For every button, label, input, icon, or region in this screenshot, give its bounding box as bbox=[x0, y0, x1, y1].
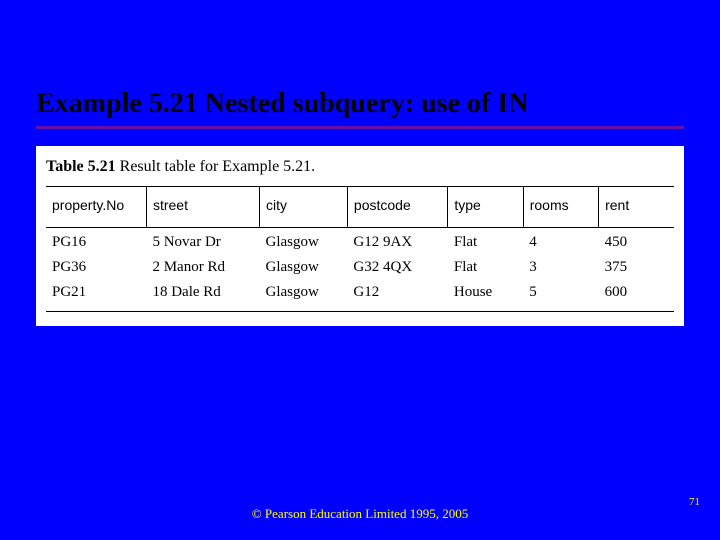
table-cell: 600 bbox=[599, 278, 674, 312]
table-caption: Table 5.21 Result table for Example 5.21… bbox=[46, 158, 674, 176]
table-cell: 450 bbox=[599, 228, 674, 254]
table-cell: Glasgow bbox=[260, 228, 348, 254]
table-row: PG362 Manor RdGlasgowG32 4QXFlat3375 bbox=[46, 253, 674, 278]
table-body: PG165 Novar DrGlasgowG12 9AXFlat4450PG36… bbox=[46, 228, 674, 312]
table-cell: G32 4QX bbox=[347, 253, 447, 278]
table-col-header: rent bbox=[599, 187, 674, 228]
table-cell: PG16 bbox=[46, 228, 146, 254]
table-caption-desc: Result table for Example 5.21. bbox=[120, 158, 316, 175]
page-number: 71 bbox=[689, 496, 700, 508]
table-cell: Flat bbox=[448, 253, 523, 278]
table-row: PG165 Novar DrGlasgowG12 9AXFlat4450 bbox=[46, 228, 674, 254]
table-col-header: rooms bbox=[523, 187, 598, 228]
table-col-header: property.No bbox=[46, 187, 146, 228]
table-cell: 2 Manor Rd bbox=[146, 253, 259, 278]
table-cell: 4 bbox=[523, 228, 598, 254]
table-cell: Flat bbox=[448, 228, 523, 254]
table-cell: 18 Dale Rd bbox=[146, 278, 259, 312]
table-cell: G12 bbox=[347, 278, 447, 312]
table-cell: 3 bbox=[523, 253, 598, 278]
table-header-row: property.Nostreetcitypostcodetyperoomsre… bbox=[46, 187, 674, 228]
title-underline bbox=[36, 126, 684, 129]
table-head: property.Nostreetcitypostcodetyperoomsre… bbox=[46, 187, 674, 228]
table-col-header: street bbox=[146, 187, 259, 228]
title-area: Example 5.21 Nested subquery: use of IN bbox=[36, 88, 684, 129]
table-col-header: city bbox=[260, 187, 348, 228]
table-cell: G12 9AX bbox=[347, 228, 447, 254]
table-cell: 5 Novar Dr bbox=[146, 228, 259, 254]
table-col-header: type bbox=[448, 187, 523, 228]
table-row: PG2118 Dale RdGlasgowG12House5600 bbox=[46, 278, 674, 312]
table-cell: PG36 bbox=[46, 253, 146, 278]
table-cell: PG21 bbox=[46, 278, 146, 312]
table-col-header: postcode bbox=[347, 187, 447, 228]
table-cell: 5 bbox=[523, 278, 598, 312]
table-caption-label: Table 5.21 bbox=[46, 158, 116, 175]
result-table: property.Nostreetcitypostcodetyperoomsre… bbox=[46, 186, 674, 312]
table-cell: House bbox=[448, 278, 523, 312]
table-cell: Glasgow bbox=[260, 278, 348, 312]
table-cell: 375 bbox=[599, 253, 674, 278]
slide-title: Example 5.21 Nested subquery: use of IN bbox=[36, 88, 684, 120]
result-table-container: Table 5.21 Result table for Example 5.21… bbox=[36, 146, 684, 326]
table-cell: Glasgow bbox=[260, 253, 348, 278]
footer-copyright: © Pearson Education Limited 1995, 2005 bbox=[0, 506, 720, 522]
